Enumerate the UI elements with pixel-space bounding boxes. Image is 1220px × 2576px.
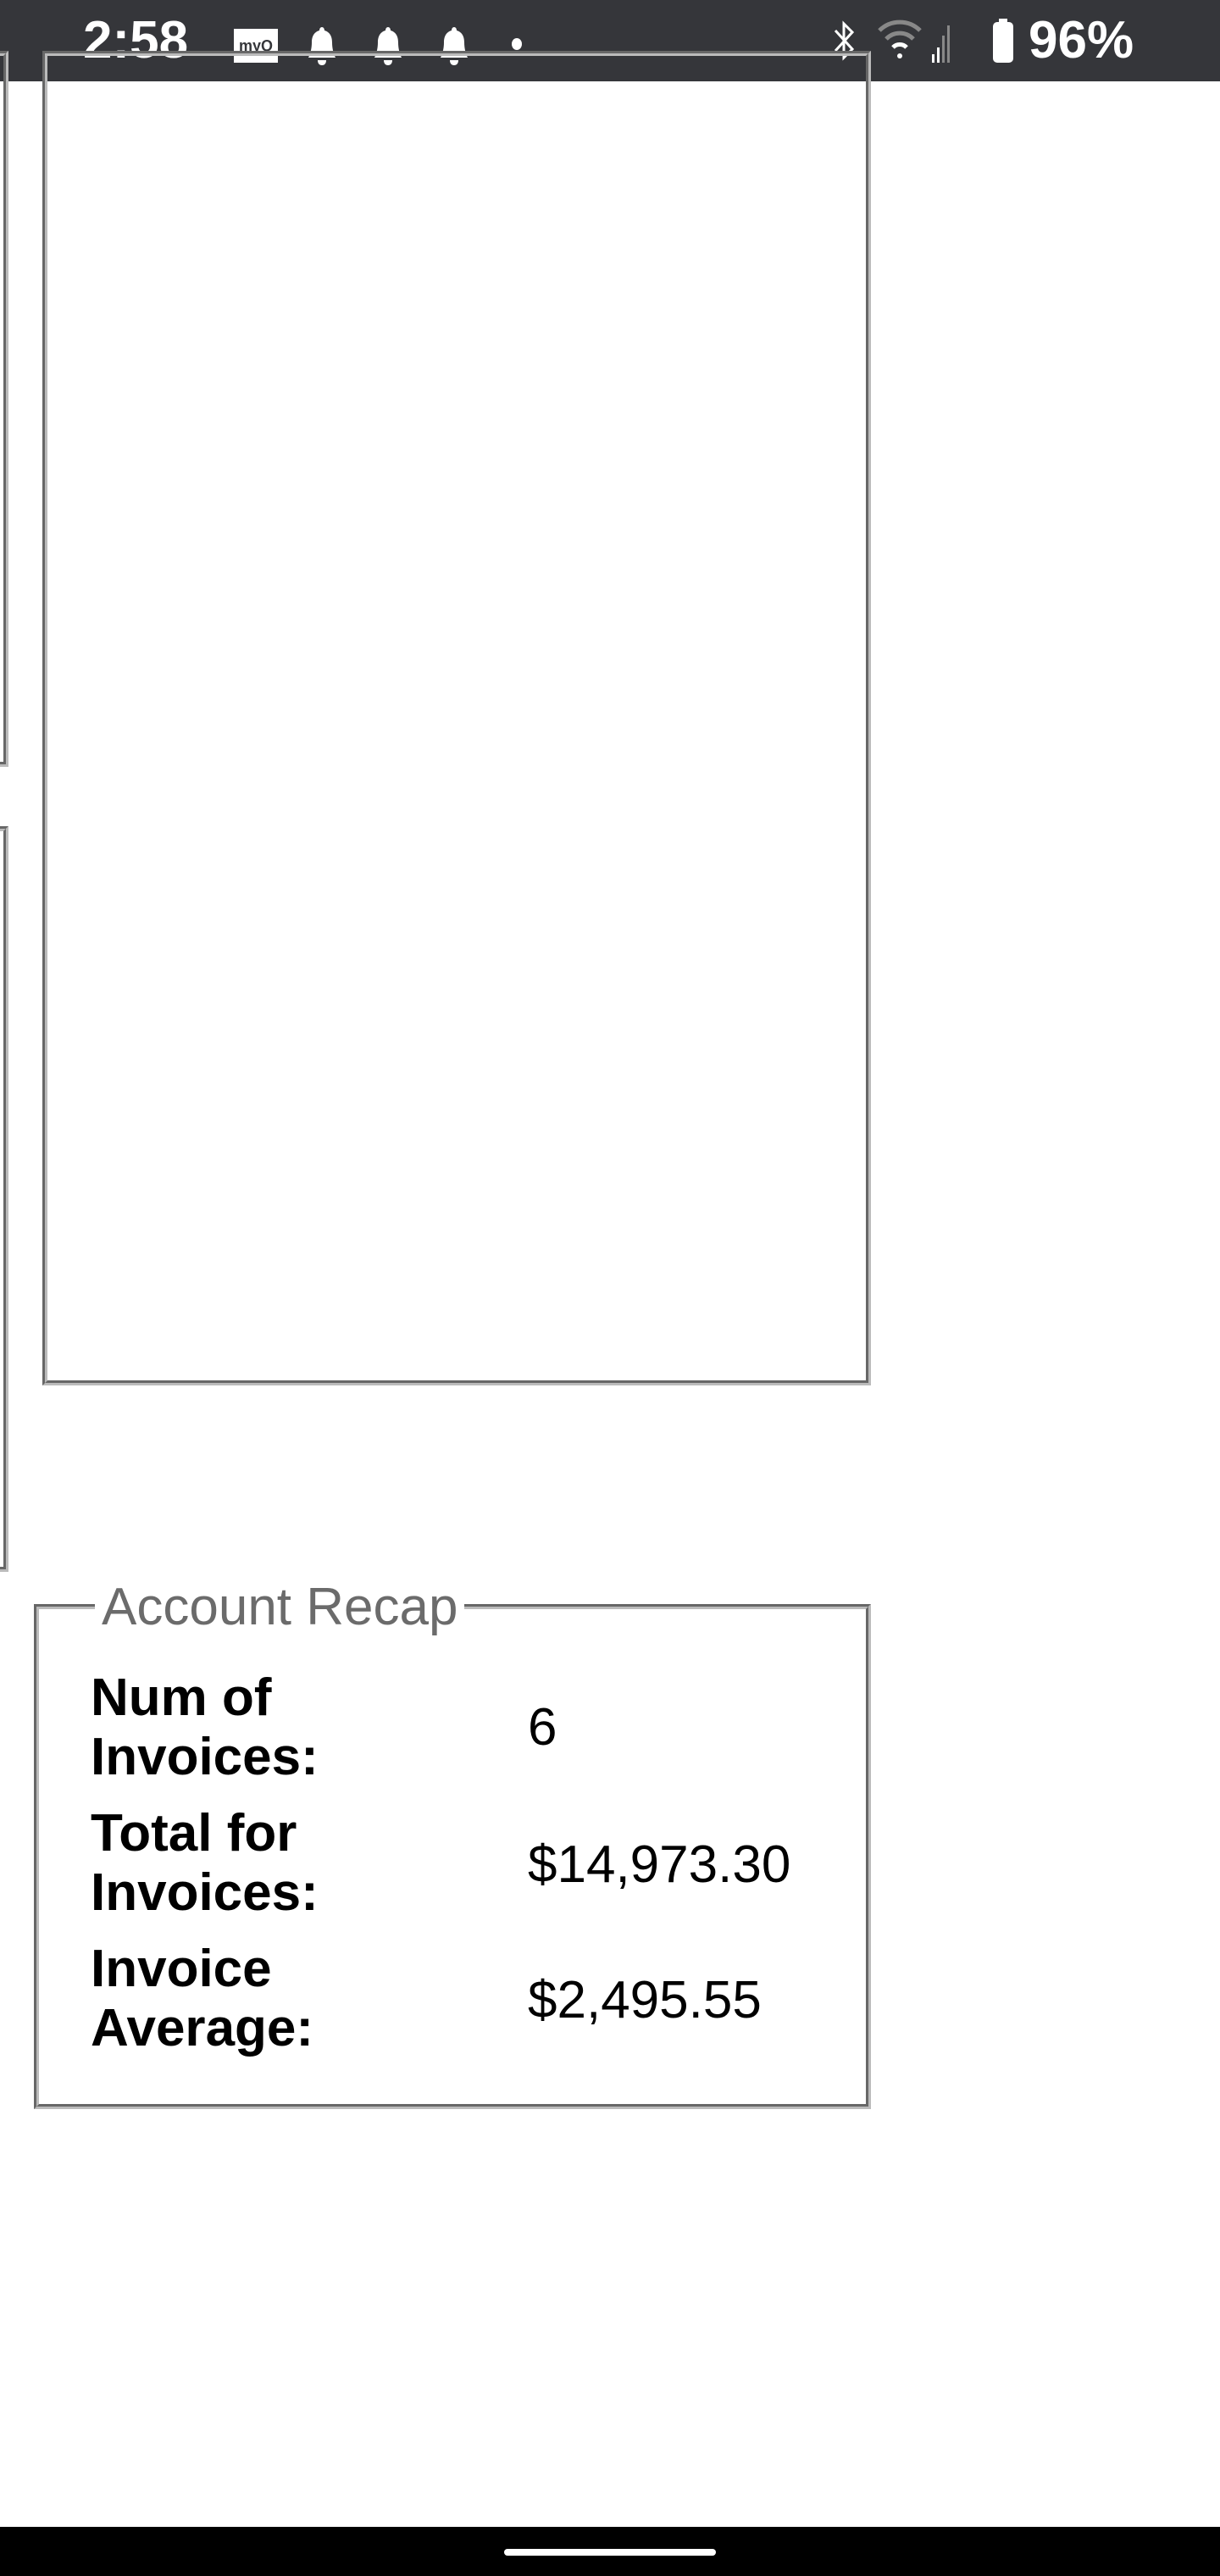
battery-icon [993, 19, 1013, 63]
wifi-icon [878, 19, 950, 63]
account-recap-fieldset: Account Recap Num of Invoices: 6 Total f… [34, 1577, 871, 2109]
partial-panel-left [0, 826, 8, 1572]
recap-label: Total for Invoices: [91, 1804, 319, 1922]
recap-value: $14,973.30 [528, 1835, 791, 1894]
bluetooth-icon [834, 20, 855, 61]
account-recap-legend: Account Recap [95, 1577, 465, 1637]
status-bar: 2:58 myQ 96% [0, 0, 1220, 81]
cell-signal-icon [932, 25, 950, 63]
navigation-bar [0, 2527, 1220, 2576]
myq-app-icon: myQ [234, 29, 278, 63]
home-gesture-handle[interactable] [504, 2549, 716, 2556]
recap-label: Num of Invoices: [91, 1668, 319, 1786]
partial-panel-left [0, 51, 8, 767]
recap-label: Invoice Average: [91, 1940, 314, 2057]
more-dot-icon [512, 38, 522, 50]
recap-value: $2,495.55 [528, 1971, 762, 2029]
recap-value: 6 [528, 1698, 557, 1757]
clock: 2:58 [83, 11, 189, 69]
content-panel [42, 51, 871, 1385]
battery-percent: 96% [1029, 11, 1134, 69]
